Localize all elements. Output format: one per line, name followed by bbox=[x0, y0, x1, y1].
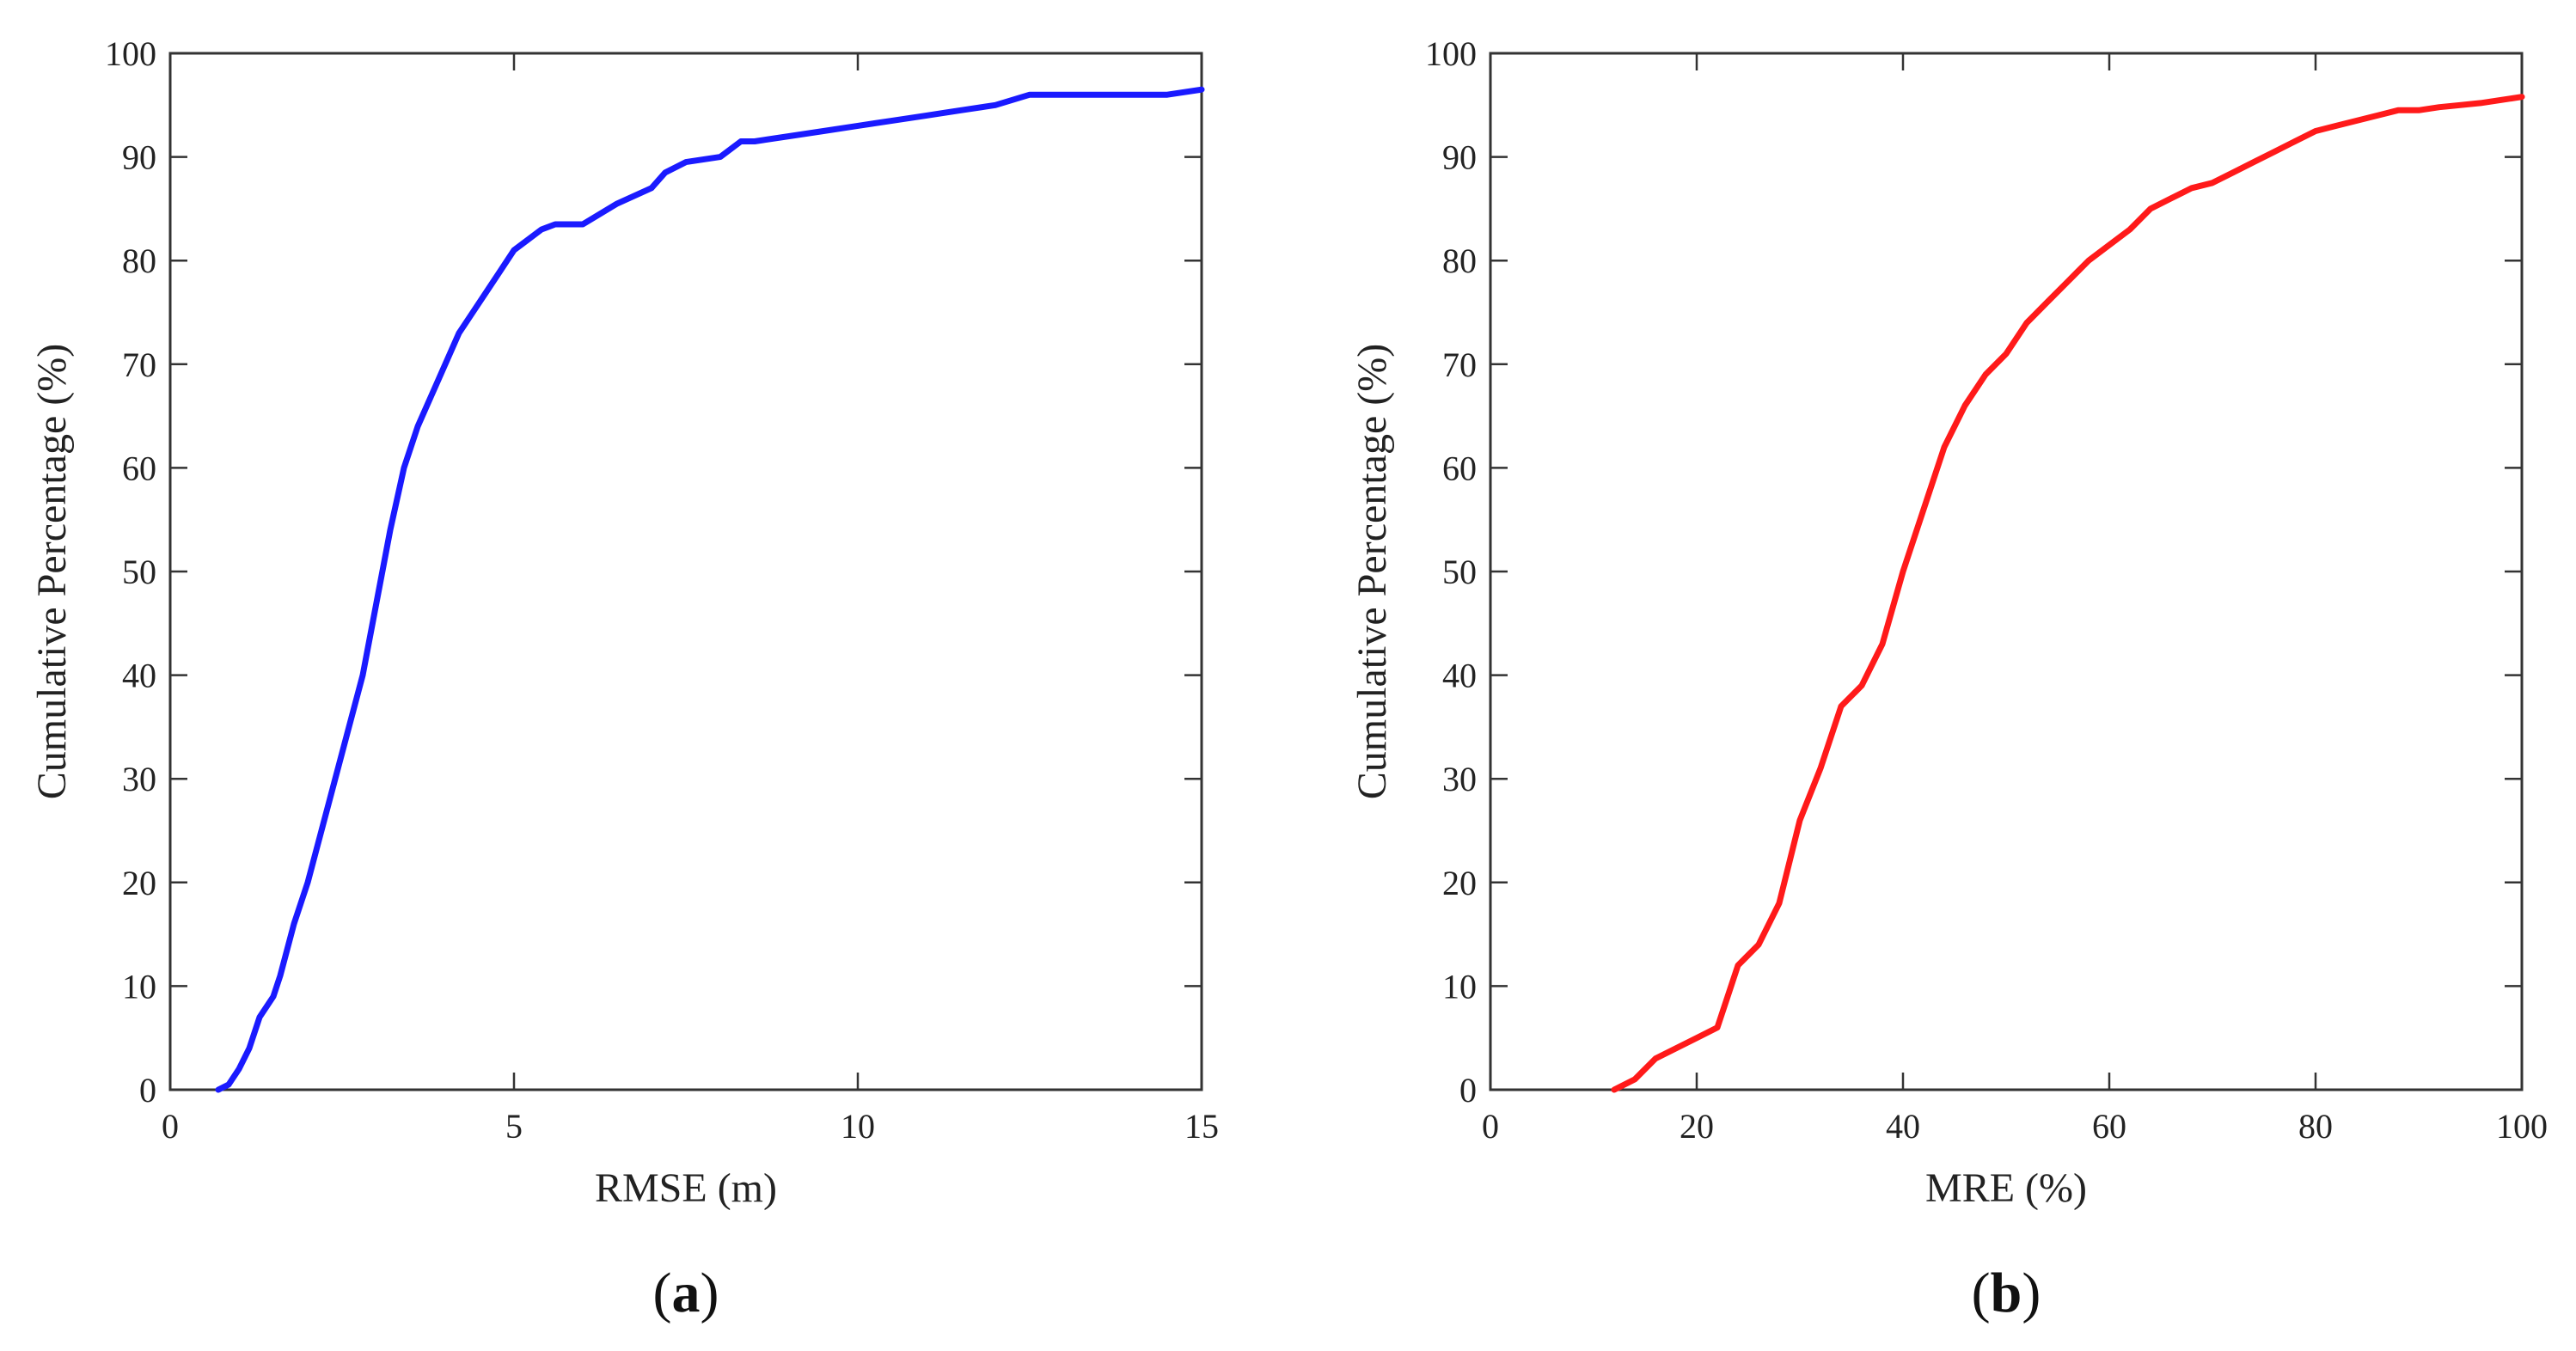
chart-panel-a: 0 5 10 15 0 10 20 30 40 50 60 70 80 90 100 RMSE (m) Cumu… bbox=[29, 34, 1219, 1324]
y-tick-label-a: 60 bbox=[122, 449, 156, 487]
x-tick-label-a: 5 bbox=[505, 1107, 523, 1146]
x-tick-label-b: 60 bbox=[2092, 1107, 2126, 1146]
y-tick-label-b: 0 bbox=[1459, 1071, 1477, 1110]
y-tick-label-b: 10 bbox=[1442, 967, 1477, 1006]
panel-label-b: (b) bbox=[1972, 1262, 2041, 1324]
y-tick-label-b: 60 bbox=[1442, 449, 1477, 487]
y-tick-label-b: 90 bbox=[1442, 138, 1477, 177]
series-line-b bbox=[1611, 94, 2525, 1093]
y-tick-label-a: 100 bbox=[105, 34, 156, 73]
y-tick-label-a: 50 bbox=[122, 553, 156, 591]
y-tick-label-a: 40 bbox=[122, 657, 156, 695]
x-axis-label-b: MRE (%) bbox=[1925, 1165, 2087, 1211]
x-tick-label-b: 0 bbox=[1482, 1107, 1499, 1146]
y-tick-label-a: 0 bbox=[139, 1071, 156, 1110]
x-tick-label-b: 20 bbox=[1680, 1107, 1714, 1146]
y-tick-label-b: 20 bbox=[1442, 864, 1477, 902]
x-tick-label-b: 40 bbox=[1886, 1107, 1920, 1146]
x-tick-label-a: 10 bbox=[841, 1107, 875, 1146]
y-tick-label-a: 10 bbox=[122, 967, 156, 1006]
y-tick-label-b: 100 bbox=[1425, 34, 1477, 73]
y-tick-label-a: 90 bbox=[122, 138, 156, 177]
panel-letter-a: a bbox=[672, 1262, 701, 1324]
panel-label-a: (a) bbox=[653, 1262, 719, 1324]
plot-frame-a bbox=[168, 52, 1203, 1091]
series-line-a bbox=[215, 86, 1205, 1093]
panel-letter-b: b bbox=[1991, 1262, 2022, 1324]
y-tick-label-b: 70 bbox=[1442, 345, 1477, 384]
x-axis-label-a: RMSE (m) bbox=[595, 1165, 777, 1211]
y-tick-label-a: 20 bbox=[122, 864, 156, 902]
plot-frame-b bbox=[1489, 52, 2524, 1091]
y-tick-label-b: 40 bbox=[1442, 657, 1477, 695]
x-tick-label-a: 0 bbox=[162, 1107, 179, 1146]
y-tick-label-b: 80 bbox=[1442, 241, 1477, 280]
y-tick-label-b: 30 bbox=[1442, 760, 1477, 798]
x-tick-label-b: 80 bbox=[2298, 1107, 2333, 1146]
y-axis-label-b: Cumulative Percentage (%) bbox=[1349, 344, 1395, 799]
chart-panel-b: 0 20 40 60 80 100 0 10 20 30 40 50 60 70 80 90 100 MRE (%… bbox=[1349, 34, 2548, 1324]
y-tick-label-a: 30 bbox=[122, 760, 156, 798]
y-tick-label-a: 70 bbox=[122, 345, 156, 384]
x-tick-label-b: 100 bbox=[2496, 1107, 2548, 1146]
y-tick-label-a: 80 bbox=[122, 241, 156, 280]
y-tick-label-b: 50 bbox=[1442, 553, 1477, 591]
x-tick-label-a: 15 bbox=[1184, 1107, 1219, 1146]
y-axis-label-a: Cumulative Percentage (%) bbox=[29, 344, 75, 799]
